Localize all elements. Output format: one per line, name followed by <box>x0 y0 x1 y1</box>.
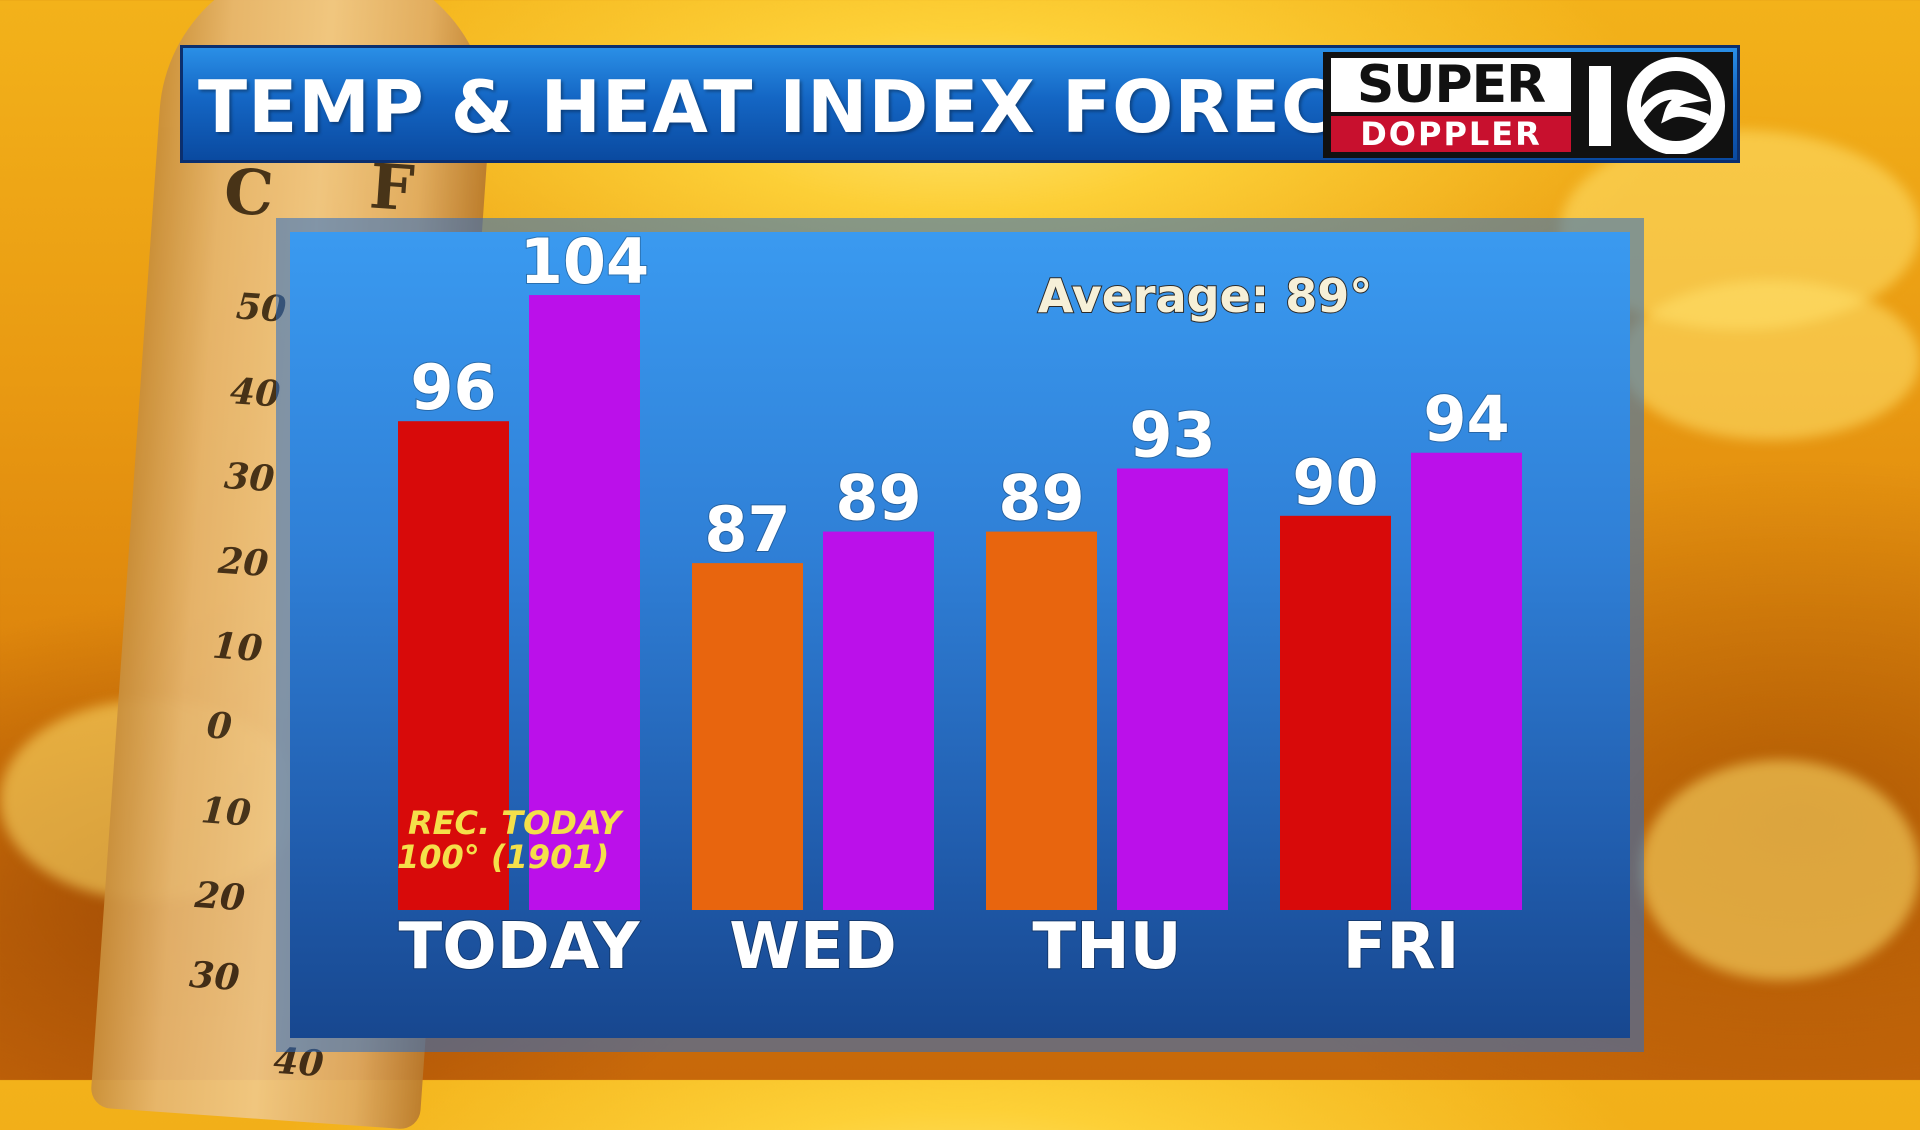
record-today-label: REC. TODAY <box>408 804 624 842</box>
bar-value-label: 89 <box>835 462 921 535</box>
title-banner: TEMP & HEAT INDEX FORECAST SUPER DOPPLER <box>180 45 1740 163</box>
celsius-tick: 0 <box>205 704 234 749</box>
wave-10-icon <box>1589 57 1725 154</box>
bar-value-label: 94 <box>1423 383 1509 456</box>
bar-fri-heat-index <box>1411 452 1522 910</box>
bar-thu-temp <box>986 531 1097 910</box>
day-label-today: TODAY <box>399 910 641 984</box>
cloud <box>1640 760 1920 980</box>
day-label-thu: THU <box>1032 910 1181 984</box>
logo-super-text: SUPER <box>1331 58 1571 112</box>
day-label-fri: FRI <box>1343 910 1460 984</box>
bar-chart: Average: 89° 96 104 TODAY 87 89 WED 89 93 THU 90 9… <box>397 232 1522 985</box>
bar-value-label: 104 <box>520 232 649 298</box>
bar-value-label: 89 <box>998 462 1084 535</box>
bar-fri-temp <box>1280 515 1391 910</box>
celsius-unit: C <box>221 154 276 231</box>
bar-wed-heat-index <box>823 531 934 910</box>
cloud <box>1620 280 1920 440</box>
celsius-tick: 20 <box>216 539 270 586</box>
record-value-label: 100° (1901) <box>397 838 609 876</box>
bar-thu-heat-index <box>1117 468 1228 910</box>
logo-doppler-text: DOPPLER <box>1331 116 1571 152</box>
average-label: Average: 89° <box>1038 269 1372 323</box>
bar-value-label: 90 <box>1292 446 1378 519</box>
bar-today-heat-index <box>529 295 640 910</box>
day-label-wed: WED <box>729 910 896 984</box>
celsius-tick: 20 <box>193 873 247 920</box>
bar-today-temp <box>398 421 509 910</box>
celsius-tick: 10 <box>199 789 253 835</box>
celsius-tick: 40 <box>228 370 282 416</box>
chart-panel: Average: 89° 96 104 TODAY 87 89 WED 89 93 THU 90 9… <box>290 232 1630 1038</box>
page-title: TEMP & HEAT INDEX FORECAST <box>198 65 1495 149</box>
bar-value-label: 96 <box>410 351 496 424</box>
bar-value-label: 87 <box>704 493 790 566</box>
celsius-tick: 10 <box>210 624 264 670</box>
celsius-tick: 30 <box>187 953 241 1000</box>
celsius-tick: 30 <box>222 454 276 501</box>
celsius-tick: 50 <box>234 285 288 331</box>
bar-wed-temp <box>692 563 803 910</box>
celsius-tick: 40 <box>272 1039 326 1086</box>
super-doppler-10-logo: SUPER DOPPLER <box>1323 52 1733 158</box>
bar-value-label: 93 <box>1129 399 1215 472</box>
